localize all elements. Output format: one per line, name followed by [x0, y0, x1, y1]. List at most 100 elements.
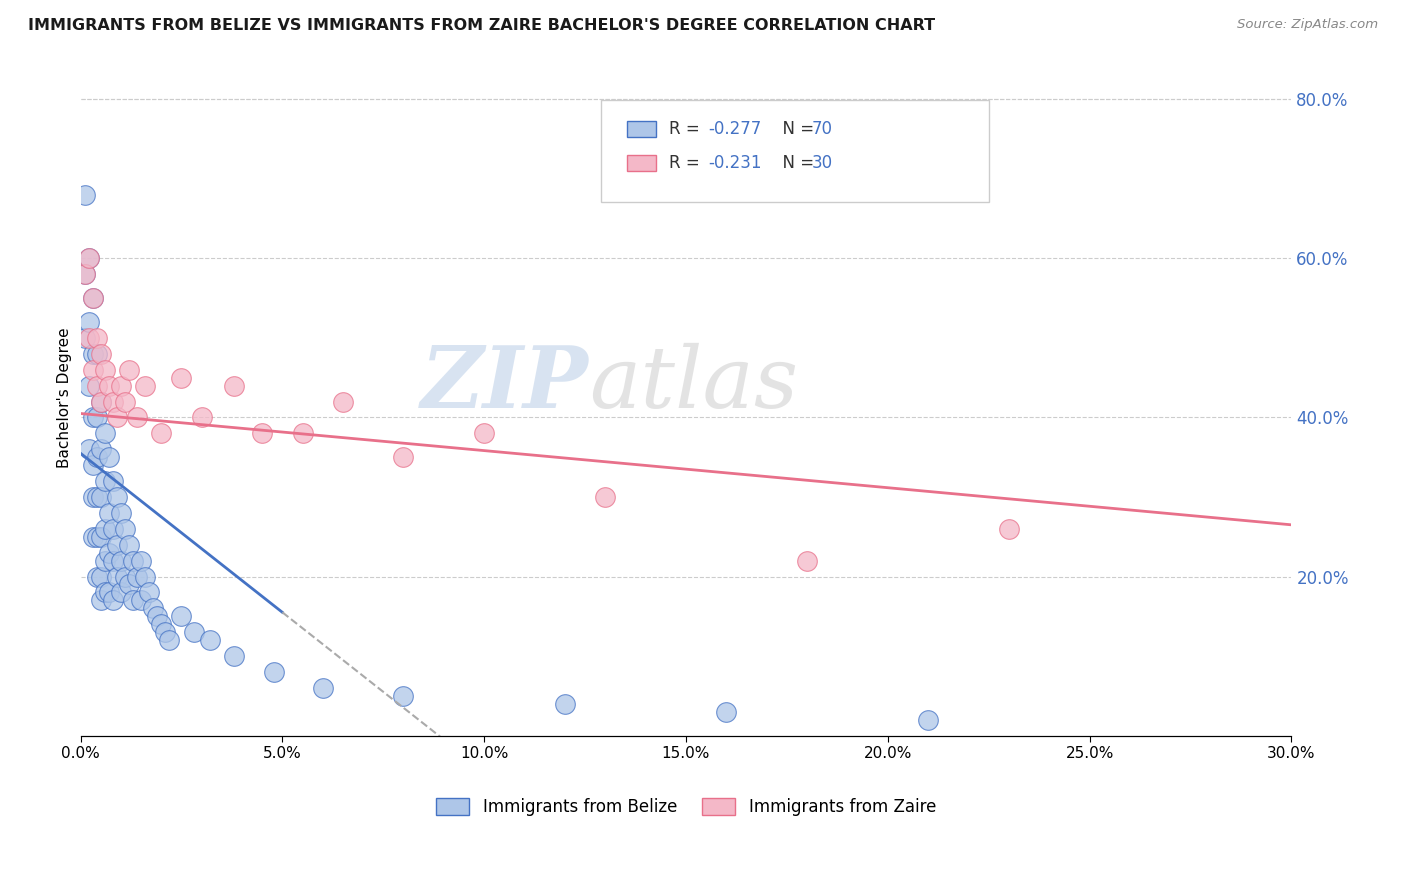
- Point: [93, 585, 115, 599]
- Point: [155, 625, 177, 640]
- Point: [129, 593, 152, 607]
- Point: [157, 633, 180, 648]
- Legend: Immigrants from Belize, Immigrants from Zaire: Immigrants from Belize, Immigrants from …: [429, 791, 942, 822]
- Point: [82, 410, 104, 425]
- Text: 70: 70: [811, 120, 832, 138]
- Text: -0.231: -0.231: [707, 154, 761, 172]
- Point: [93, 426, 115, 441]
- Point: [93, 474, 115, 488]
- Text: R =: R =: [669, 154, 704, 172]
- Point: [93, 363, 115, 377]
- Point: [77, 378, 100, 392]
- Point: [138, 585, 160, 599]
- Point: [82, 530, 104, 544]
- Point: [97, 378, 120, 392]
- FancyBboxPatch shape: [627, 155, 655, 171]
- Point: [150, 617, 173, 632]
- Point: [86, 347, 108, 361]
- Point: [97, 546, 120, 560]
- Point: [110, 585, 132, 599]
- Point: [77, 252, 100, 266]
- Point: [86, 569, 108, 583]
- Point: [190, 410, 212, 425]
- Point: [129, 553, 152, 567]
- Point: [118, 577, 141, 591]
- Point: [86, 450, 108, 465]
- Point: [263, 665, 285, 679]
- Point: [90, 530, 112, 544]
- Point: [82, 291, 104, 305]
- Point: [170, 609, 193, 624]
- Point: [101, 593, 124, 607]
- Text: 30: 30: [811, 154, 832, 172]
- Point: [82, 363, 104, 377]
- Point: [125, 569, 148, 583]
- Point: [101, 394, 124, 409]
- Point: [146, 609, 169, 624]
- Point: [796, 553, 818, 567]
- Text: IMMIGRANTS FROM BELIZE VS IMMIGRANTS FROM ZAIRE BACHELOR'S DEGREE CORRELATION CH: IMMIGRANTS FROM BELIZE VS IMMIGRANTS FRO…: [28, 18, 935, 33]
- Point: [86, 378, 108, 392]
- Point: [90, 394, 112, 409]
- Point: [125, 410, 148, 425]
- Point: [90, 490, 112, 504]
- Point: [392, 450, 415, 465]
- Point: [77, 442, 100, 457]
- Point: [82, 458, 104, 473]
- Point: [82, 490, 104, 504]
- Point: [90, 394, 112, 409]
- Point: [134, 569, 156, 583]
- Point: [593, 490, 616, 504]
- Point: [97, 450, 120, 465]
- Point: [114, 394, 136, 409]
- Point: [250, 426, 273, 441]
- Point: [110, 553, 132, 567]
- Text: -0.277: -0.277: [707, 120, 761, 138]
- Point: [312, 681, 335, 695]
- Point: [101, 522, 124, 536]
- Point: [392, 689, 415, 703]
- Point: [110, 378, 132, 392]
- FancyBboxPatch shape: [627, 121, 655, 137]
- Point: [86, 331, 108, 345]
- Point: [101, 474, 124, 488]
- Point: [332, 394, 354, 409]
- Point: [150, 426, 173, 441]
- Point: [93, 522, 115, 536]
- Text: N =: N =: [772, 154, 820, 172]
- Point: [93, 553, 115, 567]
- Point: [101, 553, 124, 567]
- Point: [998, 522, 1021, 536]
- Point: [554, 697, 576, 711]
- Text: N =: N =: [772, 120, 820, 138]
- Point: [716, 705, 738, 719]
- Point: [105, 490, 128, 504]
- FancyBboxPatch shape: [602, 100, 988, 202]
- Point: [222, 648, 245, 663]
- Point: [183, 625, 205, 640]
- Point: [86, 490, 108, 504]
- Point: [170, 370, 193, 384]
- Point: [118, 538, 141, 552]
- Point: [86, 410, 108, 425]
- Point: [134, 378, 156, 392]
- Point: [90, 442, 112, 457]
- Point: [90, 347, 112, 361]
- Point: [198, 633, 221, 648]
- Point: [114, 569, 136, 583]
- Point: [97, 506, 120, 520]
- Text: Source: ZipAtlas.com: Source: ZipAtlas.com: [1237, 18, 1378, 31]
- Point: [122, 593, 145, 607]
- Point: [77, 331, 100, 345]
- Point: [86, 530, 108, 544]
- Point: [142, 601, 165, 615]
- Point: [73, 187, 96, 202]
- Point: [114, 522, 136, 536]
- Point: [82, 347, 104, 361]
- Y-axis label: Bachelor's Degree: Bachelor's Degree: [58, 327, 72, 468]
- Text: ZIP: ZIP: [422, 343, 589, 425]
- Point: [222, 378, 245, 392]
- Point: [472, 426, 495, 441]
- Point: [97, 585, 120, 599]
- Point: [73, 331, 96, 345]
